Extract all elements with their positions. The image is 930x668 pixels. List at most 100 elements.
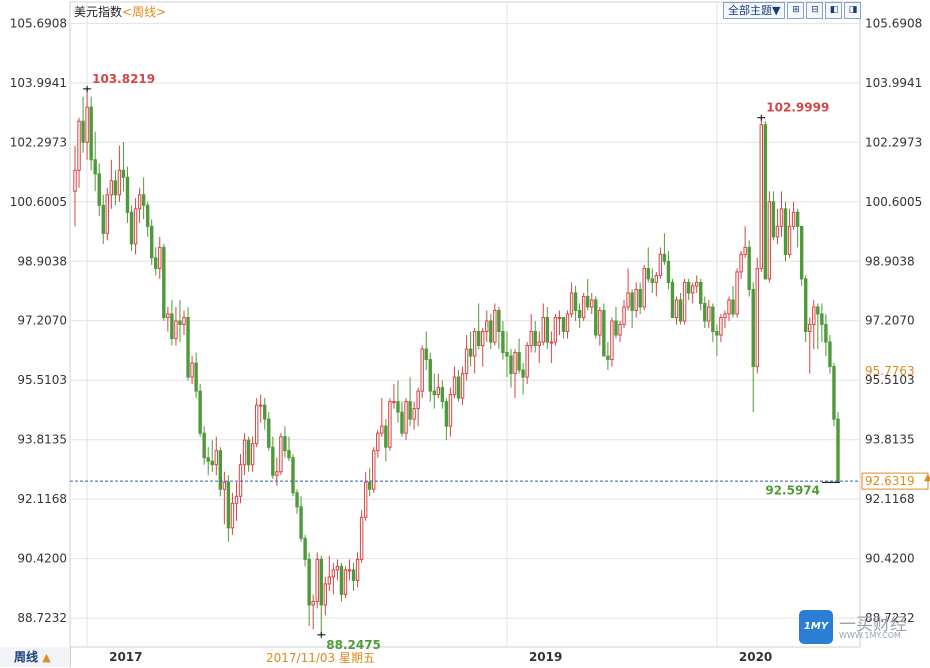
candle-body (489, 320, 493, 343)
candle (129, 205, 134, 251)
candle (549, 331, 554, 364)
candle-body (525, 345, 529, 378)
candle-body (468, 348, 473, 357)
zoom-in-icon[interactable]: ⊞ (787, 2, 805, 19)
candle-body (743, 246, 747, 255)
candle (97, 163, 101, 216)
candle (226, 475, 231, 542)
candle (408, 377, 412, 427)
candle-body (117, 169, 122, 196)
candle (376, 429, 380, 458)
period-label[interactable]: <周线> (122, 5, 167, 19)
theme-dropdown[interactable]: 全部主题▼ (723, 2, 786, 19)
candle (89, 96, 93, 171)
left-y-tick-label: 103.9941 (10, 76, 67, 90)
candle-body (335, 565, 340, 571)
candle (590, 292, 594, 314)
left-y-tick-label: 98.9038 (17, 254, 67, 268)
candle-body (735, 271, 739, 315)
candle-body (694, 281, 699, 287)
candle-body (719, 316, 723, 336)
right-price-label: 92.6319 (865, 474, 915, 488)
candle (307, 552, 311, 626)
annotation-label: 102.9999 (766, 101, 829, 115)
zoom-out-icon[interactable]: ⊟ (806, 2, 824, 19)
candle-body (432, 390, 437, 396)
candle-body (267, 418, 271, 448)
candle-body (404, 401, 408, 434)
pan-left-icon[interactable]: ◧ (825, 2, 843, 19)
candle-body (472, 331, 477, 357)
candle-body (569, 292, 574, 315)
candle-body (129, 211, 134, 245)
candle (674, 296, 679, 325)
candle (832, 363, 836, 427)
candle (541, 303, 546, 346)
candle (682, 278, 687, 325)
candle (747, 240, 751, 297)
period-selector-label: 周线 (14, 650, 39, 664)
candle-body (214, 450, 219, 466)
candle (77, 117, 81, 188)
candle-body (254, 404, 259, 445)
candle (497, 306, 501, 350)
candle-body (561, 316, 566, 333)
candle-body (113, 180, 118, 196)
candle (485, 310, 489, 343)
candle-body (396, 401, 400, 413)
pan-right-icon[interactable]: ◨ (844, 2, 862, 19)
candle (799, 225, 804, 286)
candle-body (690, 285, 695, 294)
candle (779, 191, 784, 237)
candle (166, 306, 170, 332)
candle (299, 496, 303, 542)
candle-body (319, 558, 323, 606)
candle (670, 278, 675, 318)
candle-body (145, 204, 150, 227)
candle (428, 352, 432, 402)
candle-body (105, 194, 110, 234)
period-selector-button[interactable]: 周线 ▲ (0, 647, 71, 667)
candle (254, 398, 259, 448)
candle (654, 271, 659, 297)
candle (557, 310, 562, 336)
candle-body (763, 124, 768, 280)
candle (707, 299, 711, 329)
right-y-tick-label: 100.6005 (865, 195, 922, 209)
candle (771, 191, 776, 241)
plot-border (69, 1, 861, 648)
candle (182, 310, 186, 336)
x-tick-label: 2020 (739, 650, 772, 664)
candle-body (799, 225, 804, 280)
candle-body (654, 274, 659, 283)
left-y-tick-label: 93.8135 (17, 433, 67, 447)
candle-body (456, 376, 461, 399)
candle (759, 117, 764, 272)
candle (650, 268, 655, 293)
candle (271, 436, 275, 479)
candle (630, 289, 634, 329)
candle-body (331, 569, 336, 578)
candle-body (303, 537, 307, 560)
candle-body (557, 316, 562, 319)
candle-body (521, 369, 525, 378)
candle (267, 412, 271, 451)
candle-body (287, 450, 291, 459)
candle (432, 373, 437, 409)
candle-body (376, 432, 380, 452)
candle-body (767, 201, 772, 280)
candle (121, 142, 126, 192)
candle (795, 208, 800, 248)
candle (509, 349, 513, 388)
candle-body (832, 366, 836, 420)
right-y-tick-label: 105.6908 (865, 16, 922, 30)
right-y-tick-label: 90.4200 (865, 552, 915, 566)
candle (125, 166, 130, 223)
candle-body (408, 401, 412, 420)
candle-body (485, 320, 489, 333)
candle (606, 342, 610, 371)
candle-body (109, 180, 114, 196)
candle (162, 243, 166, 321)
